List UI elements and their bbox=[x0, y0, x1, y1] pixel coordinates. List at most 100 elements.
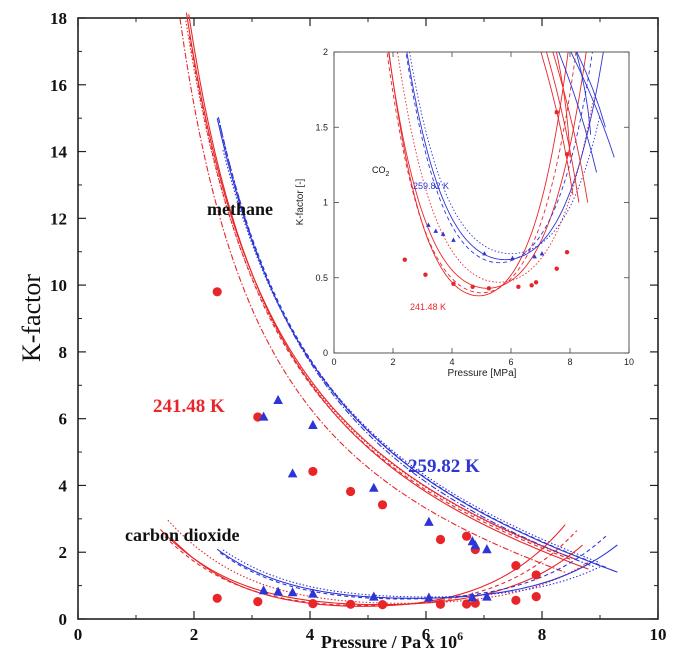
x-axis-label-main: Pressure / Pa x 10 bbox=[321, 632, 457, 652]
inset-methane-curve-241 bbox=[552, 52, 589, 203]
main-y-tick-label: 8 bbox=[59, 343, 68, 362]
inset-point-triangle bbox=[510, 255, 515, 260]
inset-x-tick-label: 6 bbox=[508, 357, 513, 367]
main-point-circle bbox=[435, 599, 446, 609]
y-axis-label: K-factor bbox=[17, 274, 46, 362]
main-y-tick-label: 12 bbox=[50, 209, 67, 228]
main-point-triangle bbox=[368, 591, 379, 601]
main-point-triangle bbox=[308, 419, 318, 430]
main-data-points bbox=[212, 287, 541, 610]
main-methane-curve-241 bbox=[185, 20, 560, 555]
inset-x-tick-label: 2 bbox=[390, 357, 395, 367]
inset-co2-curve-241 bbox=[388, 52, 569, 297]
inset-point-circle bbox=[402, 257, 407, 262]
inset-y-tick-label: 0.5 bbox=[315, 273, 328, 283]
main-co2-curve-241 bbox=[164, 530, 578, 607]
inset-point-circle bbox=[470, 284, 475, 289]
main-point-circle bbox=[511, 595, 521, 605]
main-point-circle bbox=[511, 560, 521, 571]
main-x-tick-label: 10 bbox=[650, 625, 667, 644]
inset-methane-curve-259 bbox=[558, 52, 597, 173]
inset-annotation-co2: CO2 bbox=[372, 165, 390, 178]
inset-point-triangle bbox=[539, 251, 545, 256]
main-point-circle bbox=[346, 486, 356, 497]
main-x-tick-label: 2 bbox=[190, 625, 199, 644]
inset-x-axis-label: Pressure [MPa] bbox=[448, 368, 517, 379]
x-axis-label-exponent: 6 bbox=[457, 629, 463, 643]
main-axis-ticks bbox=[77, 17, 659, 620]
main-point-circle bbox=[253, 597, 263, 607]
main-point-triangle bbox=[368, 482, 379, 492]
inset-tick-labels: 0 2 4 6 8 10 0 0.5 1 1.5 2 bbox=[315, 47, 634, 367]
inset-point-circle bbox=[516, 284, 521, 289]
main-methane-curve-241 bbox=[188, 14, 589, 570]
main-co2-curve-241 bbox=[170, 524, 566, 607]
main-point-triangle bbox=[424, 516, 434, 526]
x-axis-label: Pressure / Pa x 106 bbox=[321, 629, 463, 652]
main-point-triangle bbox=[482, 544, 492, 554]
inset-co2-curve-241 bbox=[386, 52, 577, 294]
main-y-tick-label: 16 bbox=[50, 76, 67, 95]
inset-point-triangle bbox=[451, 237, 456, 242]
main-methane-curve-259 bbox=[217, 116, 595, 568]
inset-methane-curve-259 bbox=[570, 52, 615, 158]
main-point-triangle bbox=[308, 588, 318, 598]
inset-x-tick-label: 10 bbox=[624, 357, 634, 367]
inset-y-tick-label: 1.5 bbox=[315, 122, 328, 132]
inset-annotation-241-48-k: 241.48 K bbox=[410, 302, 446, 312]
main-point-triangle bbox=[467, 592, 478, 602]
inset-point-circle bbox=[564, 152, 570, 157]
main-x-tick-label: 0 bbox=[74, 625, 83, 644]
main-co2-curve-259 bbox=[219, 535, 607, 600]
annotation-241-48-k: 241.48 K bbox=[153, 396, 225, 417]
main-point-circle bbox=[462, 599, 472, 609]
main-y-tick-label: 14 bbox=[50, 143, 68, 162]
main-point-triangle bbox=[482, 591, 492, 601]
inset-annotation-co2-subscript: 2 bbox=[386, 171, 390, 178]
main-point-circle bbox=[212, 593, 222, 603]
inset-methane-curve-259 bbox=[575, 52, 592, 135]
main-point-circle bbox=[531, 592, 541, 602]
inset-point-circle bbox=[423, 272, 428, 277]
inset-methane-curve-241 bbox=[540, 52, 574, 196]
main-point-circle bbox=[377, 500, 388, 510]
annotation-carbon-dioxide: carbon dioxide bbox=[125, 525, 240, 545]
inset-co2-curve-241 bbox=[397, 52, 595, 283]
main-y-tick-label: 18 bbox=[50, 9, 67, 28]
inset-x-tick-label: 0 bbox=[331, 357, 336, 367]
inset-data-points bbox=[402, 110, 570, 291]
inset-y-axis-label: K-factor [-] bbox=[295, 178, 306, 225]
main-co2-curve-259 bbox=[222, 549, 601, 598]
inset-point-triangle bbox=[532, 254, 537, 259]
inset-point-circle bbox=[554, 266, 559, 271]
main-methane-curve-241 bbox=[179, 18, 566, 573]
inset-point-triangle bbox=[440, 231, 446, 236]
main-y-tick-label: 0 bbox=[59, 610, 68, 629]
inset-point-circle bbox=[533, 280, 539, 285]
inset-point-circle bbox=[451, 281, 456, 286]
inset-x-tick-label: 8 bbox=[567, 357, 572, 367]
inset-point-triangle bbox=[433, 228, 439, 233]
main-point-circle bbox=[462, 531, 472, 541]
annotation-methane: methane bbox=[207, 199, 273, 219]
main-y-tick-label: 2 bbox=[59, 543, 68, 562]
inset-annotation-259-82-k: 259.82 K bbox=[413, 181, 449, 191]
inset-y-tick-label: 1 bbox=[323, 198, 328, 208]
inset-y-tick-label: 2 bbox=[323, 47, 328, 57]
inset-point-circle bbox=[564, 249, 570, 255]
inset-methane-curve-241 bbox=[545, 52, 580, 203]
main-point-circle bbox=[346, 599, 356, 609]
main-point-circle bbox=[212, 287, 222, 297]
main-x-tick-label: 4 bbox=[306, 625, 315, 644]
inset-axis-ticks bbox=[333, 51, 630, 354]
main-point-triangle bbox=[287, 587, 298, 597]
main-y-tick-label: 6 bbox=[59, 410, 68, 429]
inset-y-tick-label: 0 bbox=[323, 348, 328, 358]
main-point-circle bbox=[308, 466, 318, 477]
inset-point-triangle bbox=[482, 251, 487, 256]
inset-methane-curve-259 bbox=[576, 52, 606, 128]
main-point-triangle bbox=[258, 411, 269, 421]
main-point-triangle bbox=[258, 585, 269, 595]
